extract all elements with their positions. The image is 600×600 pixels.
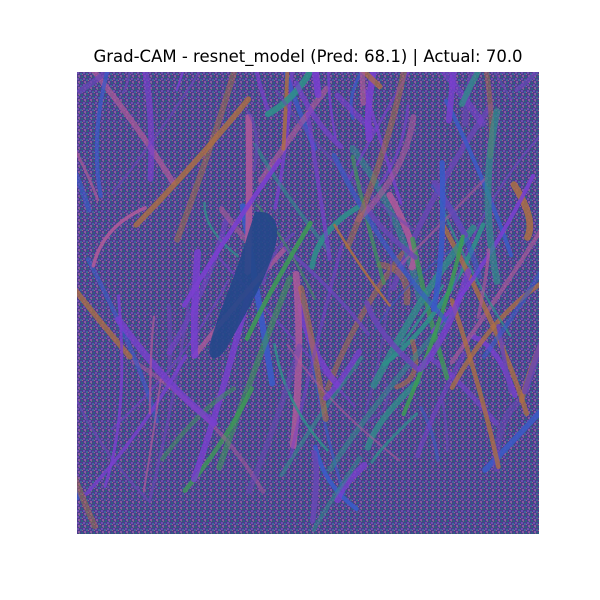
grass-blade <box>363 88 403 205</box>
grass-blade <box>438 200 512 337</box>
grass-blade <box>355 114 417 223</box>
grass-blade <box>133 96 252 228</box>
grass-blade <box>476 248 491 319</box>
grass-blade <box>419 405 440 462</box>
grass-blade <box>334 462 368 504</box>
grass-blade <box>174 72 238 243</box>
grass-blade <box>298 285 329 422</box>
grass-blade <box>441 400 449 453</box>
grass-blade <box>175 72 184 92</box>
grass-blade <box>376 261 411 306</box>
grass-blade <box>218 206 253 248</box>
grass-blade <box>262 232 295 285</box>
grass-blade <box>334 92 376 133</box>
grass-blade <box>349 145 423 302</box>
grass-blade <box>77 72 111 95</box>
grass-blade <box>110 279 229 431</box>
grass-blade <box>289 270 303 449</box>
grass-blade <box>484 108 501 285</box>
grass-blade <box>377 104 410 187</box>
grass-blade <box>482 408 539 473</box>
grass-blade <box>77 475 98 530</box>
grass-blade <box>310 450 319 524</box>
grass-blade <box>333 223 391 307</box>
grass-blade <box>400 284 445 346</box>
grass-blade <box>481 270 539 359</box>
grass-blade <box>311 72 322 99</box>
grass-blade <box>444 98 514 258</box>
grass-blade <box>522 340 539 395</box>
grass-blade <box>283 246 370 336</box>
grass-blade <box>281 72 290 151</box>
grass-blade <box>91 206 147 268</box>
dark-blue-region <box>209 211 278 359</box>
grass-blade <box>77 170 92 213</box>
gradcam-image <box>77 72 539 534</box>
grass-blade <box>142 378 162 493</box>
grass-blade <box>166 303 173 373</box>
grass-blade <box>449 282 539 390</box>
grass-blade <box>430 173 536 334</box>
grass-blade <box>254 72 270 111</box>
grass-blade <box>288 244 344 459</box>
grass-blade <box>445 72 457 124</box>
grass-blade <box>115 316 218 427</box>
grass-blade <box>111 72 201 195</box>
grass-blade <box>394 339 419 390</box>
grass-blade <box>459 72 482 107</box>
grass-blade <box>244 220 313 341</box>
grass-blade <box>386 191 417 271</box>
grass-blade <box>246 110 259 172</box>
grass-blade <box>364 378 421 451</box>
grass-blade <box>431 160 446 312</box>
grass-blade <box>77 287 133 360</box>
grass-blade <box>370 412 418 464</box>
figure-title: Grad-CAM - resnet_model (Pred: 68.1) | A… <box>93 47 523 66</box>
grass-blade <box>203 201 239 258</box>
gradcam-heatmap-canvas <box>77 72 539 534</box>
grass-blade <box>246 343 303 494</box>
grass-blade <box>493 72 513 101</box>
grass-blade <box>305 111 332 261</box>
grass-blade <box>91 72 176 185</box>
grass-blade <box>344 72 407 249</box>
grass-blade <box>122 72 131 94</box>
grass-blade <box>190 249 201 359</box>
grass-blade <box>84 354 188 496</box>
grass-blade <box>216 275 293 471</box>
grass-blade <box>514 72 539 93</box>
grass-blade <box>430 357 499 427</box>
grass-blade <box>327 72 337 139</box>
grass-blade <box>364 383 389 423</box>
grass-blade <box>311 455 362 533</box>
grass-blade <box>417 268 472 372</box>
grass-blade <box>103 294 124 489</box>
grass-blade <box>449 228 539 364</box>
grass-blade <box>77 150 100 202</box>
grass-blade <box>331 152 449 323</box>
grass-blade <box>142 72 155 182</box>
grass-blade <box>364 300 424 375</box>
grass-blade <box>471 334 518 398</box>
grass-blade <box>148 315 156 415</box>
grass-blade <box>181 158 282 308</box>
grass-blade <box>293 80 344 150</box>
grass-blade <box>253 142 331 253</box>
grass-blade <box>273 343 329 452</box>
grass-blade <box>347 72 411 181</box>
grass-blade <box>94 72 110 198</box>
grass-blade <box>415 351 467 459</box>
grass-blade <box>449 298 501 470</box>
grass-blade <box>349 72 363 120</box>
grass-blade <box>159 386 237 462</box>
grass-blade <box>510 181 534 241</box>
grass-blade <box>496 324 513 394</box>
grass-blade <box>77 397 149 501</box>
grass-blade <box>322 349 362 401</box>
grass-blade <box>359 72 366 106</box>
grass-blade <box>166 217 229 356</box>
grass-blade <box>279 356 364 477</box>
grass-blade <box>85 257 159 424</box>
